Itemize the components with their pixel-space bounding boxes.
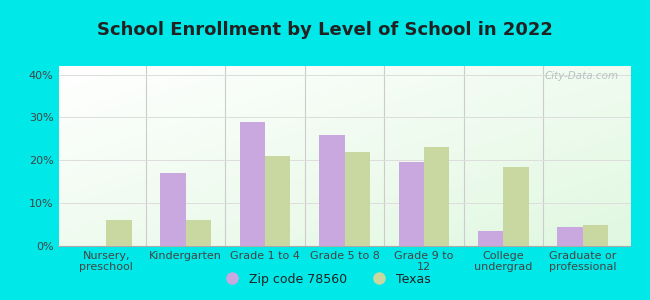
Bar [160,173,186,246]
Bar [398,162,424,246]
Bar [265,156,291,246]
Bar [186,220,211,246]
Bar [106,220,131,246]
Legend: Zip code 78560, Texas: Zip code 78560, Texas [214,268,436,291]
Text: School Enrollment by Level of School in 2022: School Enrollment by Level of School in … [97,21,553,39]
Bar [583,225,608,246]
Bar [344,152,370,246]
Bar [319,135,344,246]
Text: City-Data.com: City-Data.com [545,71,619,81]
Bar [424,147,449,246]
Bar [240,122,265,246]
Bar [478,231,503,246]
Bar [558,227,583,246]
Bar [503,167,529,246]
